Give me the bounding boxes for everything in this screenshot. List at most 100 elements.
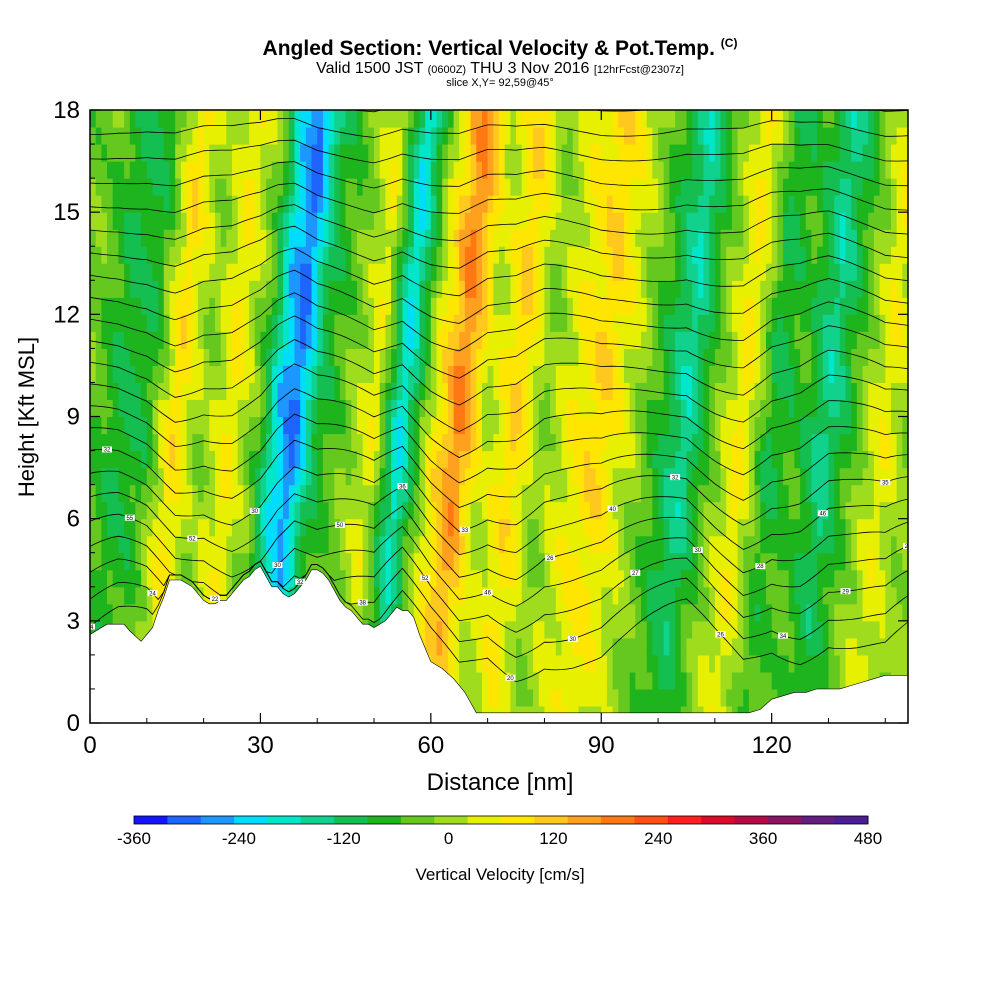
velocity-cell [493, 637, 500, 656]
velocity-cell [731, 212, 739, 230]
velocity-cell [777, 246, 784, 264]
velocity-cell [379, 484, 386, 503]
velocity-cell [595, 144, 602, 162]
velocity-cell [459, 535, 466, 554]
velocity-cell [612, 467, 619, 486]
velocity-cell [783, 246, 790, 264]
velocity-cell [351, 552, 358, 571]
velocity-cell [118, 552, 125, 571]
velocity-cell [419, 229, 426, 247]
velocity-cell [516, 348, 523, 366]
velocity-cell [277, 535, 284, 554]
velocity-cell [334, 365, 341, 383]
velocity-cell [186, 569, 193, 588]
velocity-cell [533, 212, 540, 230]
velocity-cell [436, 178, 443, 196]
velocity-cell [794, 671, 801, 690]
velocity-cell [510, 263, 517, 281]
velocity-cell [516, 450, 523, 469]
velocity-cell [322, 484, 330, 503]
velocity-cell [624, 331, 631, 349]
velocity-cell [743, 314, 750, 332]
velocity-cell [760, 501, 767, 520]
velocity-cell [561, 637, 568, 656]
velocity-cell [641, 178, 648, 196]
velocity-cell [839, 280, 847, 298]
velocity-cell [266, 127, 273, 145]
velocity-cell [584, 195, 591, 213]
velocity-cell [783, 620, 790, 639]
velocity-cell [839, 450, 847, 469]
velocity-cell [135, 586, 142, 605]
velocity-cell [351, 263, 358, 281]
velocity-cell [379, 195, 386, 213]
velocity-cell [800, 297, 807, 315]
velocity-cell [436, 399, 443, 418]
velocity-cell [550, 110, 557, 128]
velocity-cell [476, 535, 483, 554]
velocity-cell [95, 535, 102, 554]
velocity-cell [459, 229, 466, 247]
velocity-cell [368, 501, 375, 520]
velocity-cell [425, 297, 432, 315]
velocity-cell [572, 314, 580, 332]
velocity-cell [748, 603, 756, 622]
velocity-cell [249, 416, 256, 435]
velocity-cell [589, 331, 597, 349]
velocity-cell [362, 569, 369, 588]
velocity-cell [493, 110, 500, 128]
velocity-cell [305, 161, 313, 179]
velocity-cell [311, 518, 318, 537]
velocity-cell [714, 518, 722, 537]
velocity-cell [249, 212, 256, 230]
velocity-cell [368, 144, 375, 162]
velocity-cell [510, 212, 517, 230]
velocity-cell [658, 161, 665, 179]
velocity-cell [538, 484, 546, 503]
velocity-cell [697, 331, 705, 349]
velocity-cell [567, 671, 574, 690]
velocity-cell [101, 586, 108, 605]
velocity-cell [533, 501, 540, 520]
velocity-cell [300, 263, 307, 281]
velocity-cell [510, 518, 517, 537]
velocity-cell [300, 280, 307, 298]
velocity-cell [641, 127, 648, 145]
velocity-cell [146, 280, 154, 298]
velocity-cell [499, 450, 506, 469]
velocity-cell [322, 246, 330, 264]
velocity-cell [107, 297, 114, 315]
velocity-cell [675, 246, 682, 264]
velocity-cell [828, 535, 835, 554]
velocity-cell [232, 348, 239, 366]
velocity-cell [851, 399, 858, 418]
velocity-cell [663, 297, 670, 315]
velocity-cell [482, 671, 489, 690]
velocity-cell [504, 620, 511, 639]
velocity-cell [158, 263, 165, 281]
velocity-cell [141, 399, 148, 418]
velocity-cell [561, 416, 568, 435]
velocity-cell [436, 127, 443, 145]
velocity-cell [675, 552, 682, 571]
velocity-cell [692, 382, 699, 400]
velocity-cell [129, 518, 137, 537]
velocity-cell [714, 637, 722, 656]
velocity-cell [408, 433, 415, 452]
velocity-cell [254, 535, 261, 554]
velocity-cell [447, 654, 455, 673]
velocity-cell [675, 399, 682, 418]
velocity-cell [374, 382, 381, 400]
velocity-cell [839, 637, 847, 656]
velocity-cell [675, 586, 682, 605]
velocity-cell [646, 671, 653, 690]
velocity-cell [697, 552, 705, 571]
velocity-cell [493, 195, 500, 213]
velocity-cell [209, 467, 216, 486]
velocity-cell [266, 331, 273, 349]
velocity-cell [612, 433, 619, 452]
velocity-cell [317, 178, 324, 196]
velocity-cell [482, 688, 489, 707]
velocity-cell [856, 110, 864, 128]
velocity-cell [550, 552, 557, 571]
